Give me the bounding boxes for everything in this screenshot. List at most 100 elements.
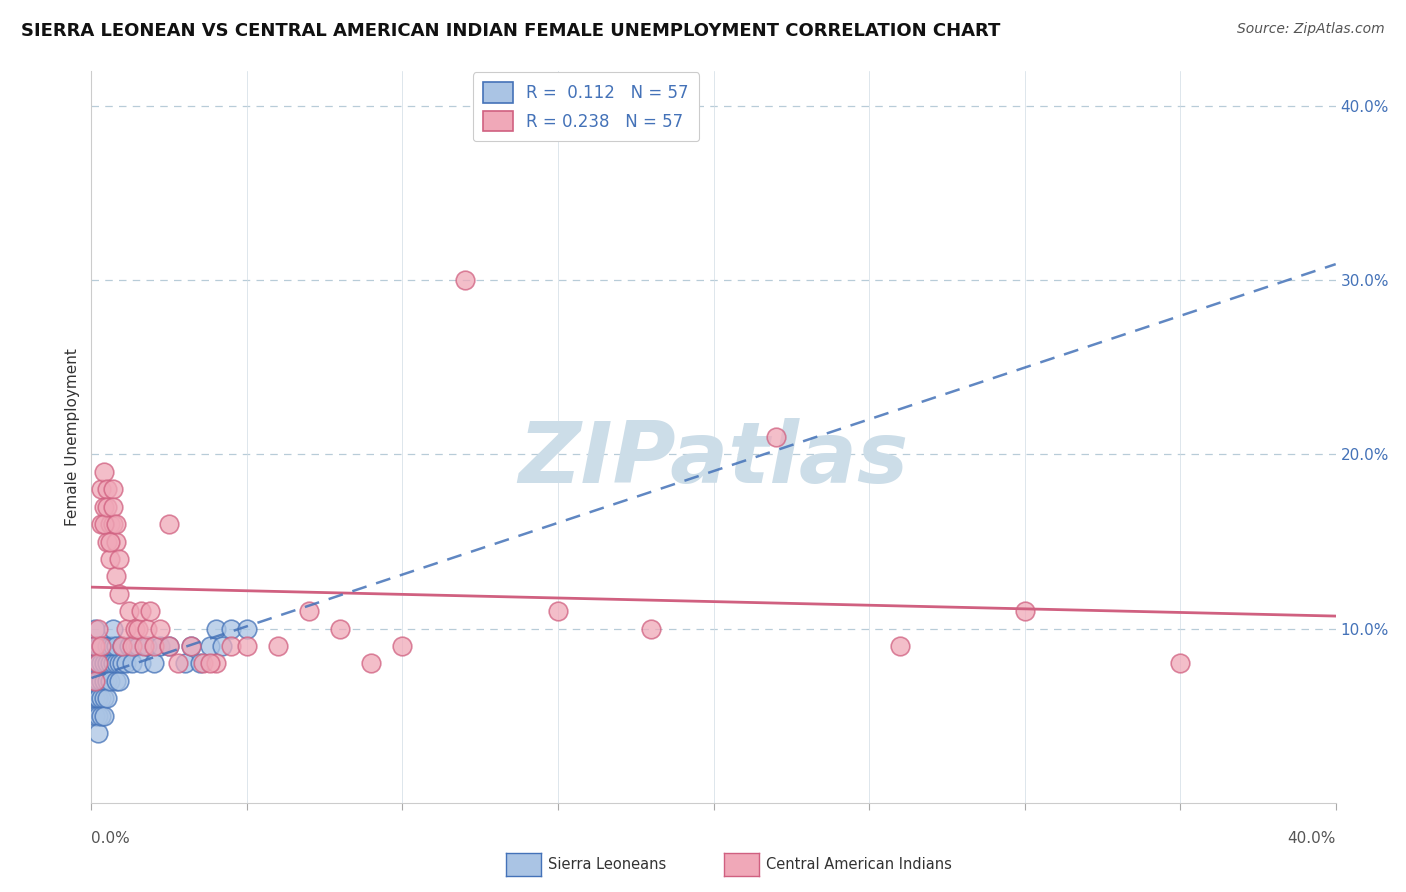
Point [83, 639, 105, 653]
Text: 0.0%: 0.0% [91, 831, 131, 846]
Point [1014, 604, 1036, 618]
Point [93, 691, 115, 706]
Point [86, 673, 108, 688]
Point [105, 569, 128, 583]
Point [90, 708, 112, 723]
Point [96, 483, 118, 497]
Point [105, 639, 128, 653]
Point [90, 657, 112, 671]
Point [157, 639, 180, 653]
Point [111, 639, 134, 653]
Point [108, 587, 131, 601]
Point [93, 657, 115, 671]
Point [136, 622, 159, 636]
Point [198, 657, 221, 671]
Point [640, 622, 662, 636]
Point [205, 622, 228, 636]
Point [96, 639, 118, 653]
Point [98, 657, 121, 671]
Point [90, 639, 112, 653]
Point [86, 726, 108, 740]
Point [142, 639, 165, 653]
Point [114, 657, 136, 671]
Point [108, 673, 131, 688]
Point [98, 534, 121, 549]
Point [105, 673, 128, 688]
Point [118, 604, 141, 618]
Point [453, 273, 475, 287]
Point [83, 708, 105, 723]
Point [329, 622, 352, 636]
Point [129, 657, 152, 671]
Point [180, 639, 202, 653]
Point [221, 622, 243, 636]
Point [105, 517, 128, 532]
Point [96, 534, 118, 549]
Point [86, 622, 108, 636]
Point [83, 622, 105, 636]
Point [105, 534, 128, 549]
Text: Sierra Leoneans: Sierra Leoneans [548, 857, 666, 871]
Point [124, 622, 146, 636]
Point [101, 483, 124, 497]
Point [101, 622, 124, 636]
Point [121, 657, 143, 671]
Text: ZIPatlas: ZIPatlas [519, 417, 908, 500]
Point [86, 639, 108, 653]
Point [93, 673, 115, 688]
Point [111, 657, 134, 671]
Point [889, 639, 911, 653]
Point [108, 552, 131, 566]
Point [83, 673, 105, 688]
Point [86, 691, 108, 706]
Point [127, 639, 149, 653]
Point [90, 483, 112, 497]
Point [108, 657, 131, 671]
Y-axis label: Female Unemployment: Female Unemployment [65, 348, 80, 526]
Point [98, 639, 121, 653]
Point [121, 639, 143, 653]
Point [127, 622, 149, 636]
Point [188, 657, 211, 671]
Point [149, 639, 172, 653]
Point [167, 657, 190, 671]
Point [236, 639, 259, 653]
Point [86, 708, 108, 723]
Point [93, 708, 115, 723]
Point [98, 552, 121, 566]
Point [391, 639, 413, 653]
Point [101, 517, 124, 532]
Point [129, 604, 152, 618]
Point [193, 657, 215, 671]
Point [86, 657, 108, 671]
Point [111, 639, 134, 653]
Point [1168, 657, 1191, 671]
Point [98, 517, 121, 532]
Text: Central American Indians: Central American Indians [766, 857, 952, 871]
Point [180, 639, 202, 653]
Point [101, 639, 124, 653]
Point [267, 639, 290, 653]
Point [90, 639, 112, 653]
Point [93, 465, 115, 479]
Point [96, 657, 118, 671]
Point [86, 657, 108, 671]
Point [90, 517, 112, 532]
Point [83, 639, 105, 653]
Point [96, 691, 118, 706]
Text: SIERRA LEONEAN VS CENTRAL AMERICAN INDIAN FEMALE UNEMPLOYMENT CORRELATION CHART: SIERRA LEONEAN VS CENTRAL AMERICAN INDIA… [21, 22, 1001, 40]
Point [149, 622, 172, 636]
Point [96, 500, 118, 514]
Point [101, 657, 124, 671]
Point [211, 639, 233, 653]
Point [173, 657, 195, 671]
Point [205, 657, 228, 671]
Point [98, 673, 121, 688]
Point [90, 691, 112, 706]
Point [360, 657, 382, 671]
Point [134, 639, 156, 653]
Point [139, 604, 162, 618]
Point [118, 639, 141, 653]
Point [93, 500, 115, 514]
Point [105, 657, 128, 671]
